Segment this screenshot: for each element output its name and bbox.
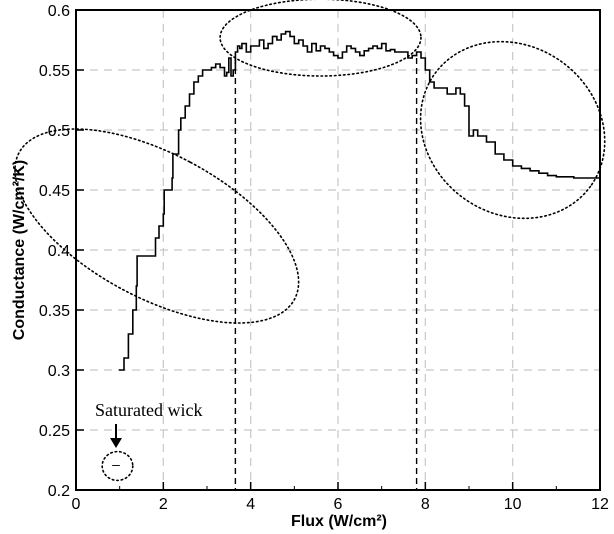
y-tick-label: 0.55 [39, 63, 70, 80]
x-tick-label: 0 [72, 496, 81, 513]
ellipse-annotations [14, 0, 606, 482]
dotted-ellipse [219, 0, 422, 77]
reference-lines [234, 58, 418, 490]
x-tick-label: 12 [591, 496, 609, 513]
x-tick-label: 10 [504, 496, 522, 513]
y-tick-label: 0.3 [48, 363, 70, 380]
x-tick-label: 8 [421, 496, 430, 513]
axis-ticks [75, 9, 601, 491]
x-tick-label: 6 [334, 496, 343, 513]
y-tick-label: 0.45 [39, 183, 70, 200]
annotation-layer: Saturated wick – [95, 400, 202, 472]
dotted-ellipse [101, 450, 134, 482]
y-axis-label: Conductance (W/cm²/K) [11, 160, 28, 340]
y-tick-labels: 0.2 0.25 0.3 0.35 0.4 0.45 0.5 0.55 0.6 [39, 3, 70, 500]
dotted-ellipse [419, 40, 606, 220]
y-tick-label: 0.25 [39, 423, 70, 440]
x-axis-label: Flux (W/cm²) [291, 513, 387, 530]
y-tick-label: 0.4 [48, 243, 70, 260]
conductance-series-line [118, 30, 601, 371]
x-tick-label: 2 [159, 496, 168, 513]
grid-layer [76, 10, 600, 490]
y-tick-label: 0.5 [48, 123, 70, 140]
dotted-ellipse [14, 128, 300, 324]
y-tick-label: 0.2 [48, 483, 70, 500]
series-layer [118, 30, 601, 371]
y-tick-label: 0.6 [48, 3, 70, 20]
down-arrow-icon [110, 438, 122, 448]
plot-frame [75, 9, 601, 491]
saturated-wick-marker: – [112, 456, 120, 472]
x-tick-labels: 0 2 4 6 8 10 12 [72, 496, 609, 513]
y-tick-label: 0.35 [39, 303, 70, 320]
x-tick-label: 4 [246, 496, 255, 513]
saturated-wick-label: Saturated wick [95, 400, 202, 420]
